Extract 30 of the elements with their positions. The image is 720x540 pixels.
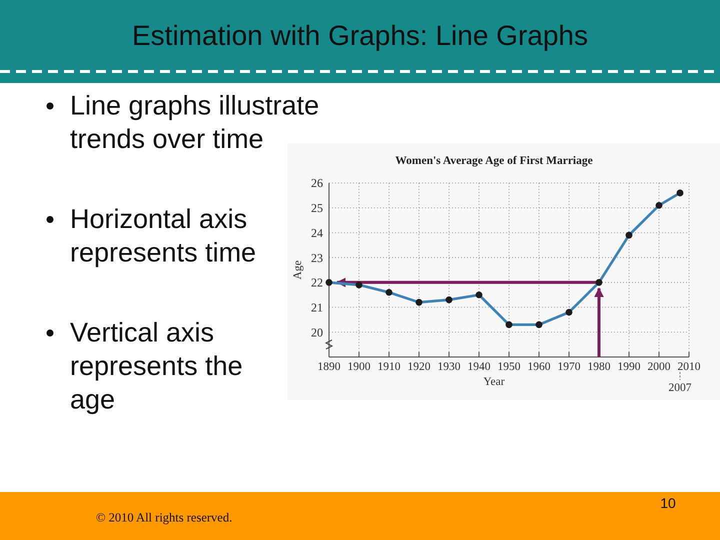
x-tick-label: 1940: [468, 361, 491, 374]
x-tick-label: 1980: [588, 361, 611, 374]
x-tick-label: 1920: [408, 361, 431, 374]
text: 10: [660, 494, 676, 511]
y-axis-title: Age: [292, 260, 304, 280]
x-tick-label: 1950: [498, 361, 521, 374]
text: Line graphs illustrate trends over time: [70, 90, 320, 154]
chart-title: Women's Average Age of First Marriage: [395, 155, 593, 168]
x-tick-label: 1930: [438, 361, 461, 374]
x-tick-label: 1990: [618, 361, 641, 374]
text: Estimation with Graphs: Line Graphs: [132, 20, 588, 51]
x-tick-label: 2000: [648, 361, 671, 374]
y-tick-label: 24: [311, 226, 323, 240]
y-tick-label: 23: [311, 250, 323, 265]
text: © 2010 All rights reserved.: [96, 510, 232, 524]
y-tick-label: 20: [311, 325, 323, 340]
text: 2007: [668, 382, 692, 394]
x-tick-label: 1970: [558, 361, 581, 374]
y-tick-label: 25: [311, 201, 323, 216]
y-tick-label: 21: [311, 300, 323, 314]
y-tick-label: 26: [311, 176, 323, 190]
x-axis-title: Year: [483, 376, 505, 388]
y-tick-label: 22: [311, 276, 323, 290]
x-tick-label: 1960: [528, 361, 551, 374]
x-tick-label: 2010: [678, 361, 701, 374]
x-tick-label: 1890: [318, 361, 341, 374]
x-tick-label: 1910: [378, 361, 401, 374]
x-tick-label: 1900: [348, 361, 371, 374]
text: Vertical axis represents the age: [70, 317, 243, 414]
text: Horizontal axis represents time: [70, 204, 256, 268]
